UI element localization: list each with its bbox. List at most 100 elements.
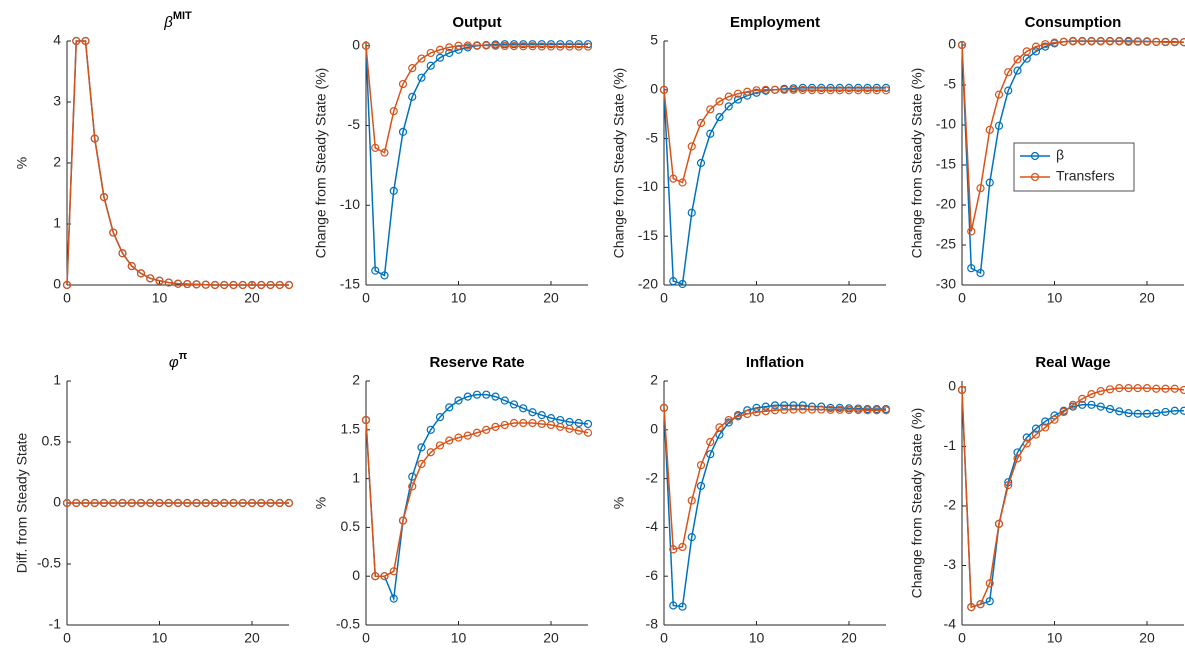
- data-point: [696, 481, 706, 491]
- subplot: Real Wage Change from Steady State (%) -4 -…: [909, 354, 1185, 646]
- data-point: [528, 42, 537, 51]
- data-point: [519, 418, 528, 428]
- data-point: [752, 88, 761, 97]
- data-point: [1115, 407, 1124, 416]
- data-point: [863, 86, 872, 95]
- subplot-title: βMIT: [163, 10, 192, 31]
- data-point: [659, 85, 669, 94]
- x-tick-label: 0: [362, 290, 370, 306]
- data-point: [201, 280, 210, 289]
- data-point: [715, 113, 724, 122]
- legend-label: Transfers: [1056, 168, 1115, 184]
- y-tick-label: 2: [53, 154, 61, 170]
- data-point: [1078, 400, 1087, 409]
- data-point: [361, 41, 371, 50]
- data-point: [669, 601, 678, 610]
- y-tick-label: 0: [352, 36, 360, 52]
- data-point: [733, 89, 743, 98]
- x-tick-label: 10: [451, 630, 467, 646]
- data-point: [1013, 454, 1022, 463]
- data-point: [380, 148, 389, 157]
- data-point: [426, 48, 435, 58]
- series-line: [961, 389, 1184, 609]
- data-point: [761, 407, 770, 416]
- data-point: [1041, 42, 1050, 51]
- series-line: [66, 40, 289, 286]
- data-point: [678, 279, 687, 289]
- data-point: [164, 498, 173, 508]
- data-point: [1115, 384, 1124, 393]
- data-point: [136, 498, 146, 508]
- y-tick-label: 4: [53, 32, 61, 48]
- data-point: [574, 418, 583, 428]
- data-point: [445, 403, 454, 412]
- data-point: [976, 268, 985, 278]
- data-point: [1050, 415, 1059, 424]
- data-point: [1004, 68, 1013, 77]
- data-point: [398, 516, 408, 525]
- data-point: [472, 428, 482, 437]
- data-point: [1152, 37, 1161, 46]
- x-tick-label: 10: [749, 630, 765, 646]
- data-point: [1022, 439, 1031, 448]
- data-point: [257, 280, 266, 290]
- data-point: [1152, 409, 1161, 418]
- data-point: [109, 228, 118, 237]
- y-tick-label: 1: [53, 372, 61, 388]
- subplot: βMIT% 0 1 2 3 4 0 10 20: [14, 10, 294, 306]
- data-point: [1161, 38, 1170, 47]
- data-point: [583, 419, 593, 429]
- data-point: [546, 42, 556, 51]
- data-point: [482, 390, 491, 399]
- data-point: [509, 400, 519, 409]
- data-point: [556, 42, 565, 51]
- data-point: [780, 401, 789, 410]
- y-tick-label: 2: [650, 372, 658, 388]
- x-tick-label: 10: [1047, 290, 1063, 306]
- data-point: [435, 441, 445, 450]
- data-point: [669, 545, 678, 554]
- y-tick-label: 0: [352, 567, 360, 583]
- data-point: [537, 419, 546, 429]
- data-point: [81, 498, 90, 508]
- data-point: [380, 572, 389, 581]
- data-point: [99, 193, 109, 202]
- data-point: [463, 392, 472, 401]
- data-point: [789, 405, 798, 414]
- data-point: [229, 280, 238, 290]
- data-point: [118, 249, 127, 258]
- data-point: [583, 42, 593, 51]
- data-point: [445, 43, 454, 52]
- x-tick-label: 10: [1047, 630, 1063, 646]
- data-point: [389, 186, 398, 196]
- y-tick-label: -25: [936, 236, 956, 252]
- data-point: [967, 603, 976, 612]
- data-point: [985, 597, 994, 606]
- data-point: [752, 408, 761, 417]
- y-tick-label: -0.5: [37, 555, 61, 571]
- data-point: [90, 134, 99, 143]
- data-point: [136, 269, 146, 278]
- data-point: [238, 280, 247, 290]
- series-line: [365, 419, 589, 577]
- y-tick-label: 3: [53, 93, 61, 109]
- data-point: [417, 459, 426, 469]
- data-point: [798, 83, 807, 92]
- data-point: [872, 406, 881, 415]
- y-tick-label: -4: [646, 518, 659, 534]
- data-point: [678, 542, 687, 552]
- data-point: [696, 461, 706, 470]
- data-point: [687, 142, 696, 151]
- data-point: [994, 90, 1004, 99]
- subplot-title: Consumption: [1025, 14, 1122, 31]
- y-tick-label: 0.5: [341, 518, 361, 534]
- data-point: [752, 403, 761, 412]
- data-point: [817, 405, 826, 414]
- data-point: [574, 426, 583, 435]
- legend-marker: [1030, 151, 1040, 161]
- data-point: [1133, 409, 1142, 418]
- data-point: [284, 280, 294, 290]
- data-point: [371, 143, 380, 152]
